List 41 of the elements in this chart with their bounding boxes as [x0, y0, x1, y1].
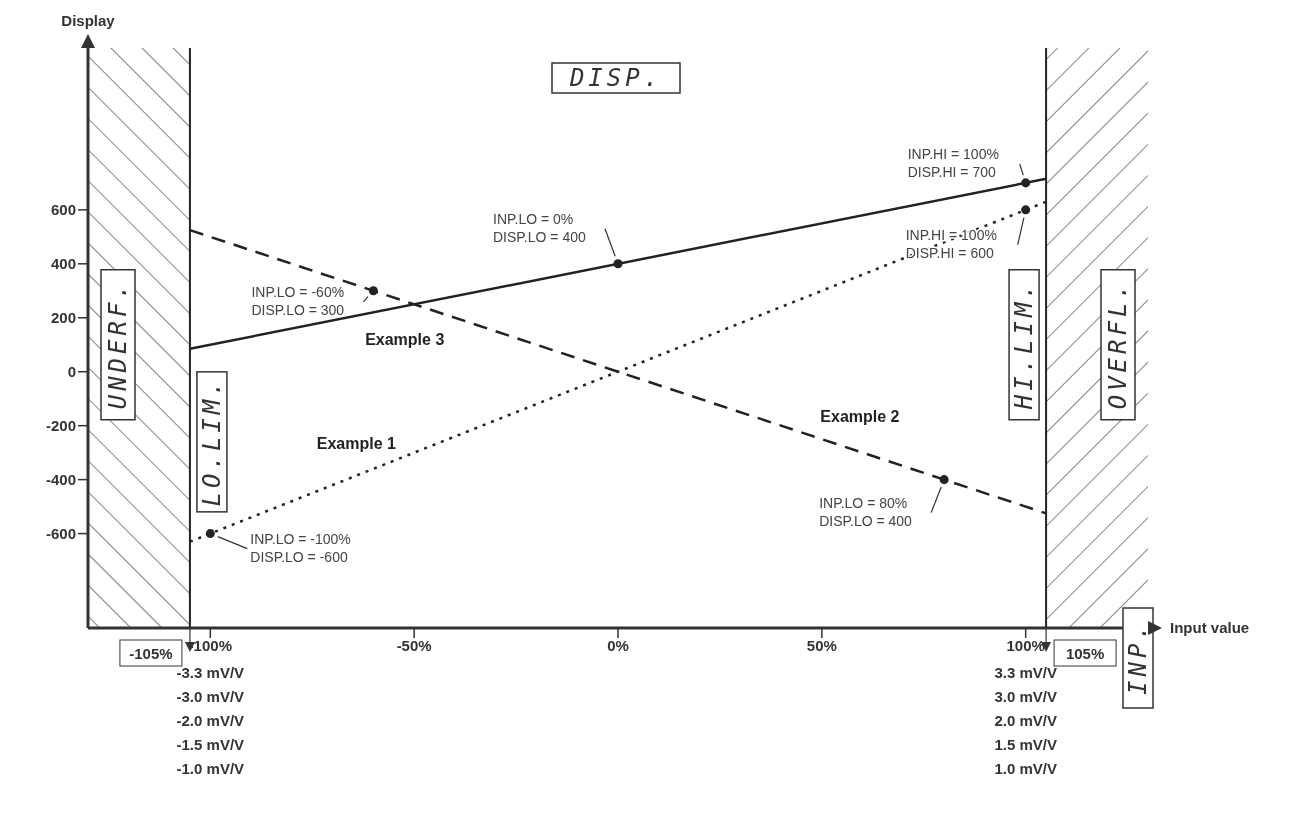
series-label: Example 1	[316, 434, 397, 452]
y-tick-label: 0	[67, 363, 76, 381]
annotation: DISP.	[568, 64, 663, 92]
annotation: INP.LO = -100% DISP.LO = -600	[250, 530, 351, 565]
annotation: HI.LIM.	[1010, 280, 1039, 411]
x-tick-label: 0%	[607, 636, 629, 654]
y-tick-label: 600	[50, 201, 76, 219]
y-tick-label: 200	[50, 309, 76, 327]
x-tick-label: -50%	[396, 636, 432, 654]
ref-line-label: -105%	[129, 645, 173, 662]
text: 3.0 mV/V	[994, 688, 1057, 705]
x-tick-label: 100%	[1006, 636, 1045, 654]
text: -1.0 mV/V	[176, 760, 245, 777]
annotation: LO.LIM.	[197, 377, 226, 507]
text: -3.3 mV/V	[176, 664, 245, 681]
annotation: INP.LO = -60% DISP.LO = 300	[251, 283, 345, 318]
annotation: INP.LO = 0% DISP.LO = 400	[493, 210, 586, 245]
text: -3.0 mV/V	[176, 688, 245, 705]
annotation: INP.LO = 80% DISP.LO = 400	[819, 494, 913, 529]
text: -1.5 mV/V	[176, 736, 245, 753]
text: 1.0 mV/V	[994, 760, 1057, 777]
y-tick-label: 400	[50, 255, 76, 273]
y-tick-label: -400	[45, 470, 76, 488]
annotation: INP.	[1124, 621, 1152, 695]
text: -2.0 mV/V	[176, 712, 245, 729]
annotation: OVERFL.	[1104, 280, 1132, 410]
x-axis-title: Input value	[1170, 619, 1250, 636]
ref-line-label: 105%	[1065, 645, 1105, 662]
y-axis-title: Display	[61, 12, 116, 29]
annotation: UNDERF.	[104, 280, 132, 410]
text: 1.5 mV/V	[994, 736, 1057, 753]
y-tick-label: -600	[45, 524, 76, 542]
x-tick-label: 50%	[806, 636, 837, 654]
series-label: Example 3	[365, 330, 445, 348]
text: 3.3 mV/V	[994, 664, 1057, 681]
annotation: INP.HI = 100% DISP.HI = 700	[907, 145, 999, 180]
series-label: Example 2	[820, 408, 900, 426]
y-tick-label: -200	[45, 417, 76, 434]
x-tick-label: -100%	[188, 636, 232, 654]
text: 2.0 mV/V	[994, 712, 1057, 729]
annotation: INP.HI = 100% DISP.HI = 600	[905, 226, 997, 261]
